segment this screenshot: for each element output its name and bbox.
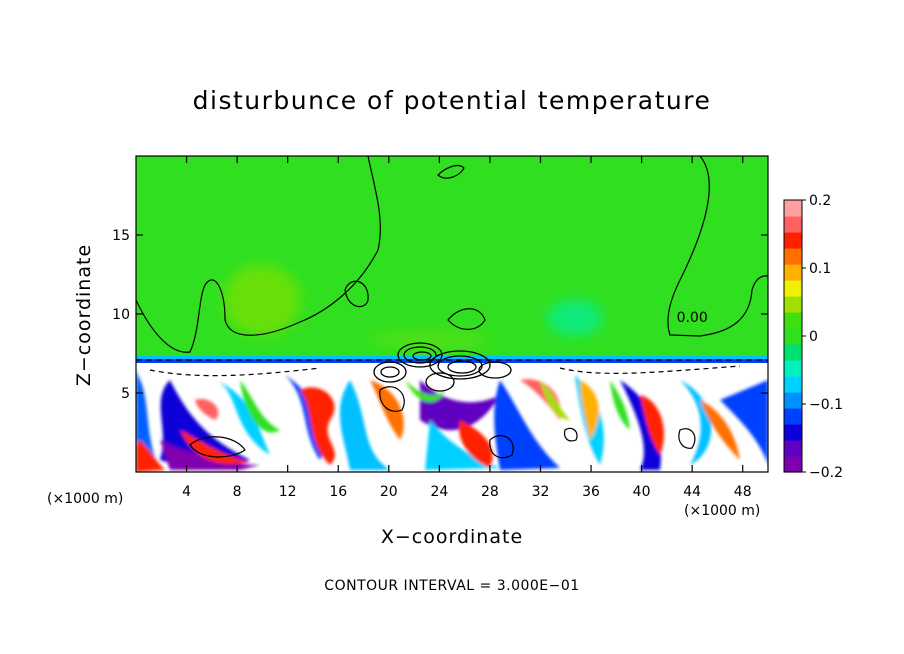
heatmap-field xyxy=(136,156,768,472)
colorbar: 0.2 0.1 0 −0.1 −0.2 xyxy=(783,193,843,481)
x-tick-label: 48 xyxy=(734,484,752,500)
colorbar-swatch xyxy=(784,248,802,265)
colorbar-swatch xyxy=(784,344,802,361)
x-unit-label-left: (×1000 m) xyxy=(47,491,124,507)
colorbar-swatch xyxy=(784,456,802,473)
contour-interval-note: CONTOUR INTERVAL = 3.000E−01 xyxy=(324,578,580,594)
x-tick-label: 20 xyxy=(380,484,398,500)
y-tick-label: 10 xyxy=(112,307,130,323)
colorbar-swatch xyxy=(784,440,802,457)
colorbar-swatch xyxy=(784,360,802,377)
colorbar-tick-label: 0.2 xyxy=(809,193,831,209)
x-tick-label: 44 xyxy=(683,484,701,500)
x-tick-label: 28 xyxy=(481,484,499,500)
colorbar-swatch xyxy=(784,312,802,329)
x-tick-label: 32 xyxy=(532,484,550,500)
contour-lines xyxy=(136,156,768,459)
colorbar-swatch xyxy=(784,216,802,233)
colorbar-swatch xyxy=(784,264,802,281)
colorbar-swatch xyxy=(784,328,802,345)
x-tick-label: 24 xyxy=(430,484,448,500)
colorbar-swatch xyxy=(784,408,802,425)
colorbar-tick-label: 0 xyxy=(809,329,818,345)
colorbar-swatch xyxy=(784,296,802,313)
x-tick-label: 16 xyxy=(329,484,347,500)
x-tick-label: 12 xyxy=(279,484,297,500)
colorbar-swatch xyxy=(784,376,802,393)
colorbar-swatch xyxy=(784,392,802,409)
x-unit-label-right: (×1000 m) xyxy=(684,503,761,519)
contour-cluster xyxy=(373,342,512,392)
colorbar-tick-label: −0.2 xyxy=(809,465,843,481)
colorbar-swatch xyxy=(784,232,802,249)
colorbar-swatch xyxy=(784,280,802,297)
y-tick-label: 5 xyxy=(121,386,130,402)
x-axis-ticks: 4 8 12 16 20 24 28 32 36 40 44 48 xyxy=(182,156,752,500)
x-tick-label: 40 xyxy=(633,484,651,500)
colorbar-tick-label: 0.1 xyxy=(809,261,831,277)
contour-label-zero: 0.00 xyxy=(677,310,708,326)
colorbar-swatch xyxy=(784,424,802,441)
colorbar-swatch xyxy=(784,200,802,217)
y-axis-ticks: 5 10 15 xyxy=(112,228,768,402)
x-axis-label: X−coordinate xyxy=(380,526,524,548)
x-tick-label: 8 xyxy=(233,484,242,500)
x-tick-label: 4 xyxy=(182,484,191,500)
y-tick-label: 15 xyxy=(112,228,130,244)
x-tick-label: 36 xyxy=(582,484,600,500)
chart-title: disturbunce of potential temperature xyxy=(192,86,712,115)
colorbar-tick-label: −0.1 xyxy=(809,397,843,413)
